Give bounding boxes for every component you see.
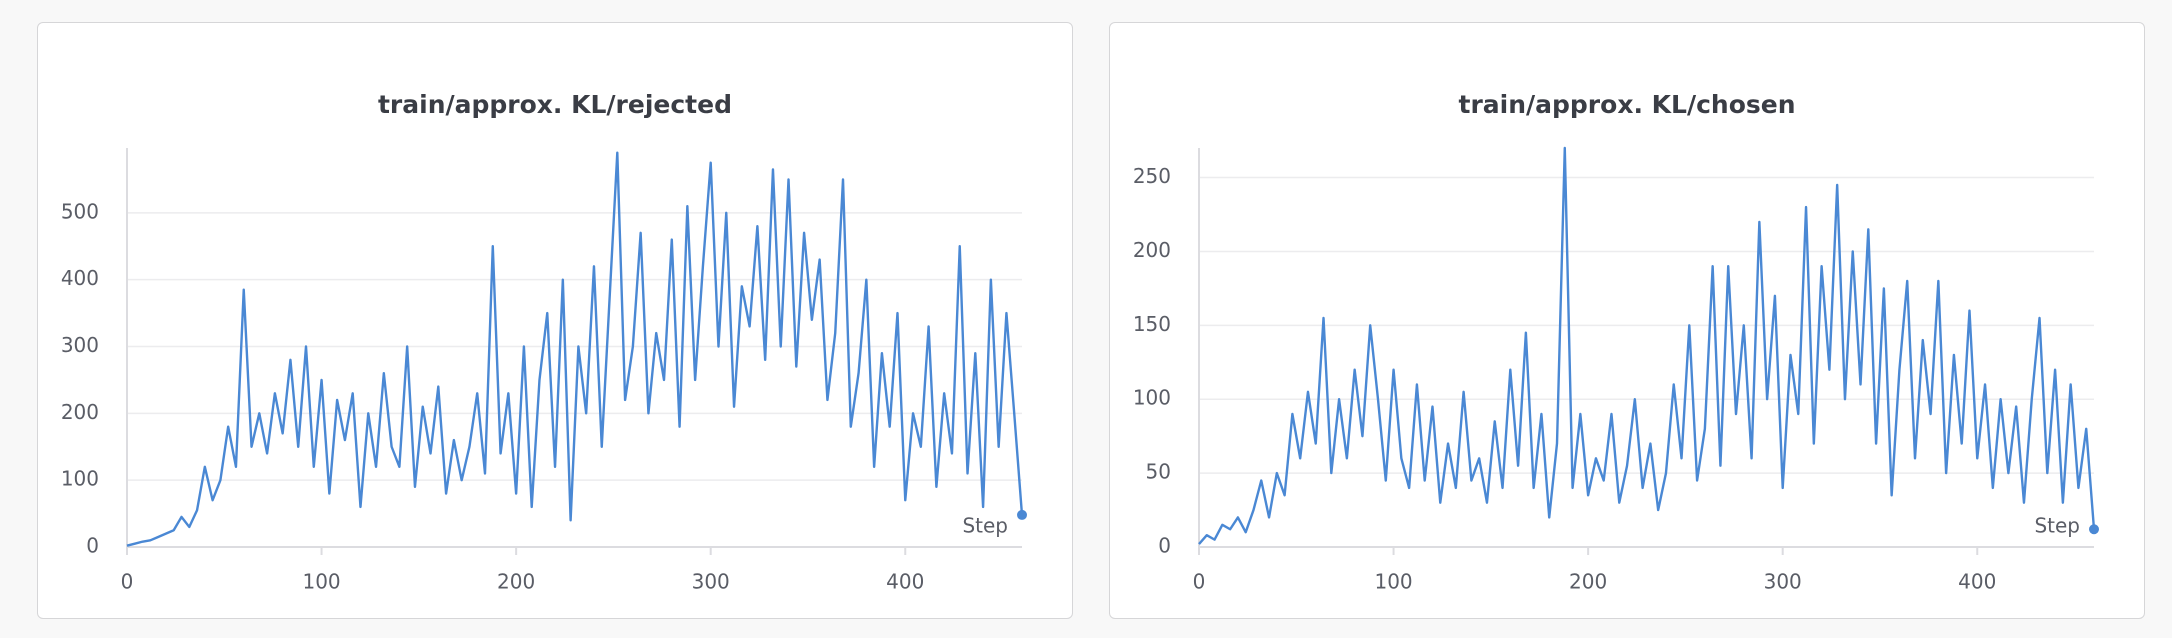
y-tick-label: 0	[1158, 534, 1171, 558]
chart-title: train/approx. KL/rejected	[378, 90, 732, 119]
x-tick-label: 100	[1374, 570, 1412, 594]
x-tick-label: 0	[1193, 570, 1206, 594]
end-point	[1017, 509, 1027, 520]
x-axis-label: Step	[962, 514, 1008, 538]
x-tick-label: 400	[886, 570, 924, 594]
y-tick-label: 400	[61, 266, 99, 290]
chart-panel: train/approx. KL/rejected 0 100 200 300 400 50…	[37, 22, 1073, 619]
x-tick-label: 200	[497, 570, 535, 594]
x-tick-label: 200	[1569, 570, 1607, 594]
chart-title: train/approx. KL/chosen	[1459, 90, 1796, 119]
x-tick-label: 400	[1958, 570, 1996, 594]
y-tick-label: 50	[1146, 460, 1171, 484]
chart: train/approx. KL/rejected 0 100 200 300 400 50…	[61, 90, 1027, 594]
y-tick-label: 0	[86, 534, 99, 558]
y-tick-label: 300	[61, 333, 99, 357]
data-line	[126, 151, 1024, 547]
x-tick-label: 100	[302, 570, 340, 594]
data-line	[1198, 146, 2096, 545]
y-tick-label: 250	[1133, 164, 1171, 188]
y-tick-label: 500	[61, 199, 99, 223]
chart-panel: train/approx. KL/chosen 0 50 100 150 200 250 0 1…	[1109, 22, 2145, 619]
x-tick-label: 0	[121, 570, 134, 594]
y-tick-label: 150	[1133, 312, 1171, 336]
end-point	[2089, 524, 2099, 535]
y-tick-label: 100	[1133, 386, 1171, 410]
x-tick-label: 300	[1764, 570, 1802, 594]
x-tick-label: 300	[692, 570, 730, 594]
x-axis-label: Step	[2034, 514, 2080, 538]
chart: train/approx. KL/chosen 0 50 100 150 200 250 0 1…	[1133, 90, 2099, 594]
y-tick-label: 200	[1133, 238, 1171, 262]
y-tick-label: 100	[61, 467, 99, 491]
y-tick-label: 200	[61, 400, 99, 424]
